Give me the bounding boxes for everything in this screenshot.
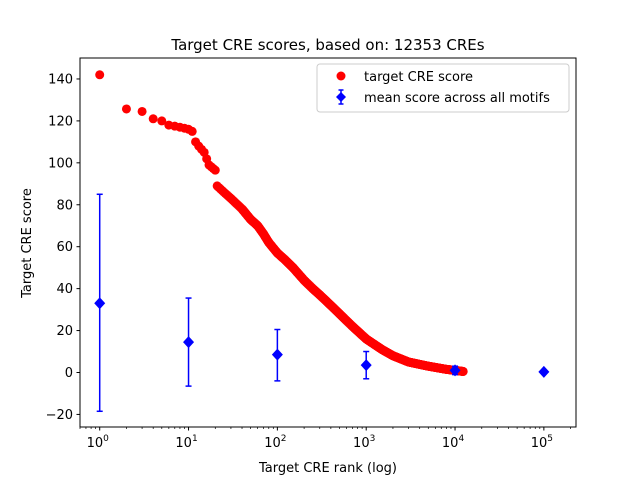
y-tick-label: 120 [48,114,73,129]
y-tick-label: 40 [56,282,73,297]
legend: target CRE score mean score across all m… [316,63,570,113]
y-tick-label: 60 [56,240,73,255]
legend-label-mean-score: mean score across all motifs [364,91,550,106]
y-tick-label: 0 [65,366,73,381]
y-axis-label: Target CRE score [20,188,35,299]
y-tick-label: 20 [56,324,73,339]
mean-marker [271,348,283,361]
y-tick-label: 140 [48,72,73,87]
errorbar-point [183,297,195,387]
mean-marker [538,365,550,378]
y-axis: −20 0 20 40 60 80 100 120 140 [46,72,80,423]
legend-marker-target-cre-score [336,71,346,81]
chart-title: Target CRE scores, based on: 12353 CREs [170,36,484,54]
legend-marker-mean-score [336,89,346,105]
x-axis: 100 101 102 103 104 105 [79,427,571,451]
x-tick-label: 103 [353,434,375,451]
data-point [121,104,131,114]
legend-frame [316,63,570,113]
data-point [95,70,105,80]
mean-marker [360,359,372,372]
y-tick-label: −20 [46,408,73,423]
data-point [210,165,220,175]
x-tick-label: 100 [87,434,110,451]
series-mean-score [94,193,550,413]
errorbar-point [360,350,372,380]
y-tick-label: 100 [48,156,73,171]
x-tick-label: 104 [442,434,465,451]
errorbar-point [538,365,550,378]
data-point [157,116,167,126]
legend-label-target-cre-score: target CRE score [364,70,473,85]
plot-area [94,70,550,413]
mean-marker [94,297,106,310]
data-point [458,366,468,376]
errorbar-point [271,328,283,382]
data-point [187,126,197,136]
x-axis-label: Target CRE rank (log) [258,461,397,476]
errorbar-point [94,193,106,413]
x-tick-label: 105 [531,434,553,451]
mean-marker [449,364,461,377]
mean-marker [183,336,195,349]
x-tick-label: 101 [175,434,197,451]
data-point [148,114,158,124]
axes-frame [79,57,577,428]
data-point [137,106,147,116]
y-tick-label: 80 [56,198,73,213]
errorbar-point [449,364,461,377]
x-tick-label: 102 [264,434,286,451]
